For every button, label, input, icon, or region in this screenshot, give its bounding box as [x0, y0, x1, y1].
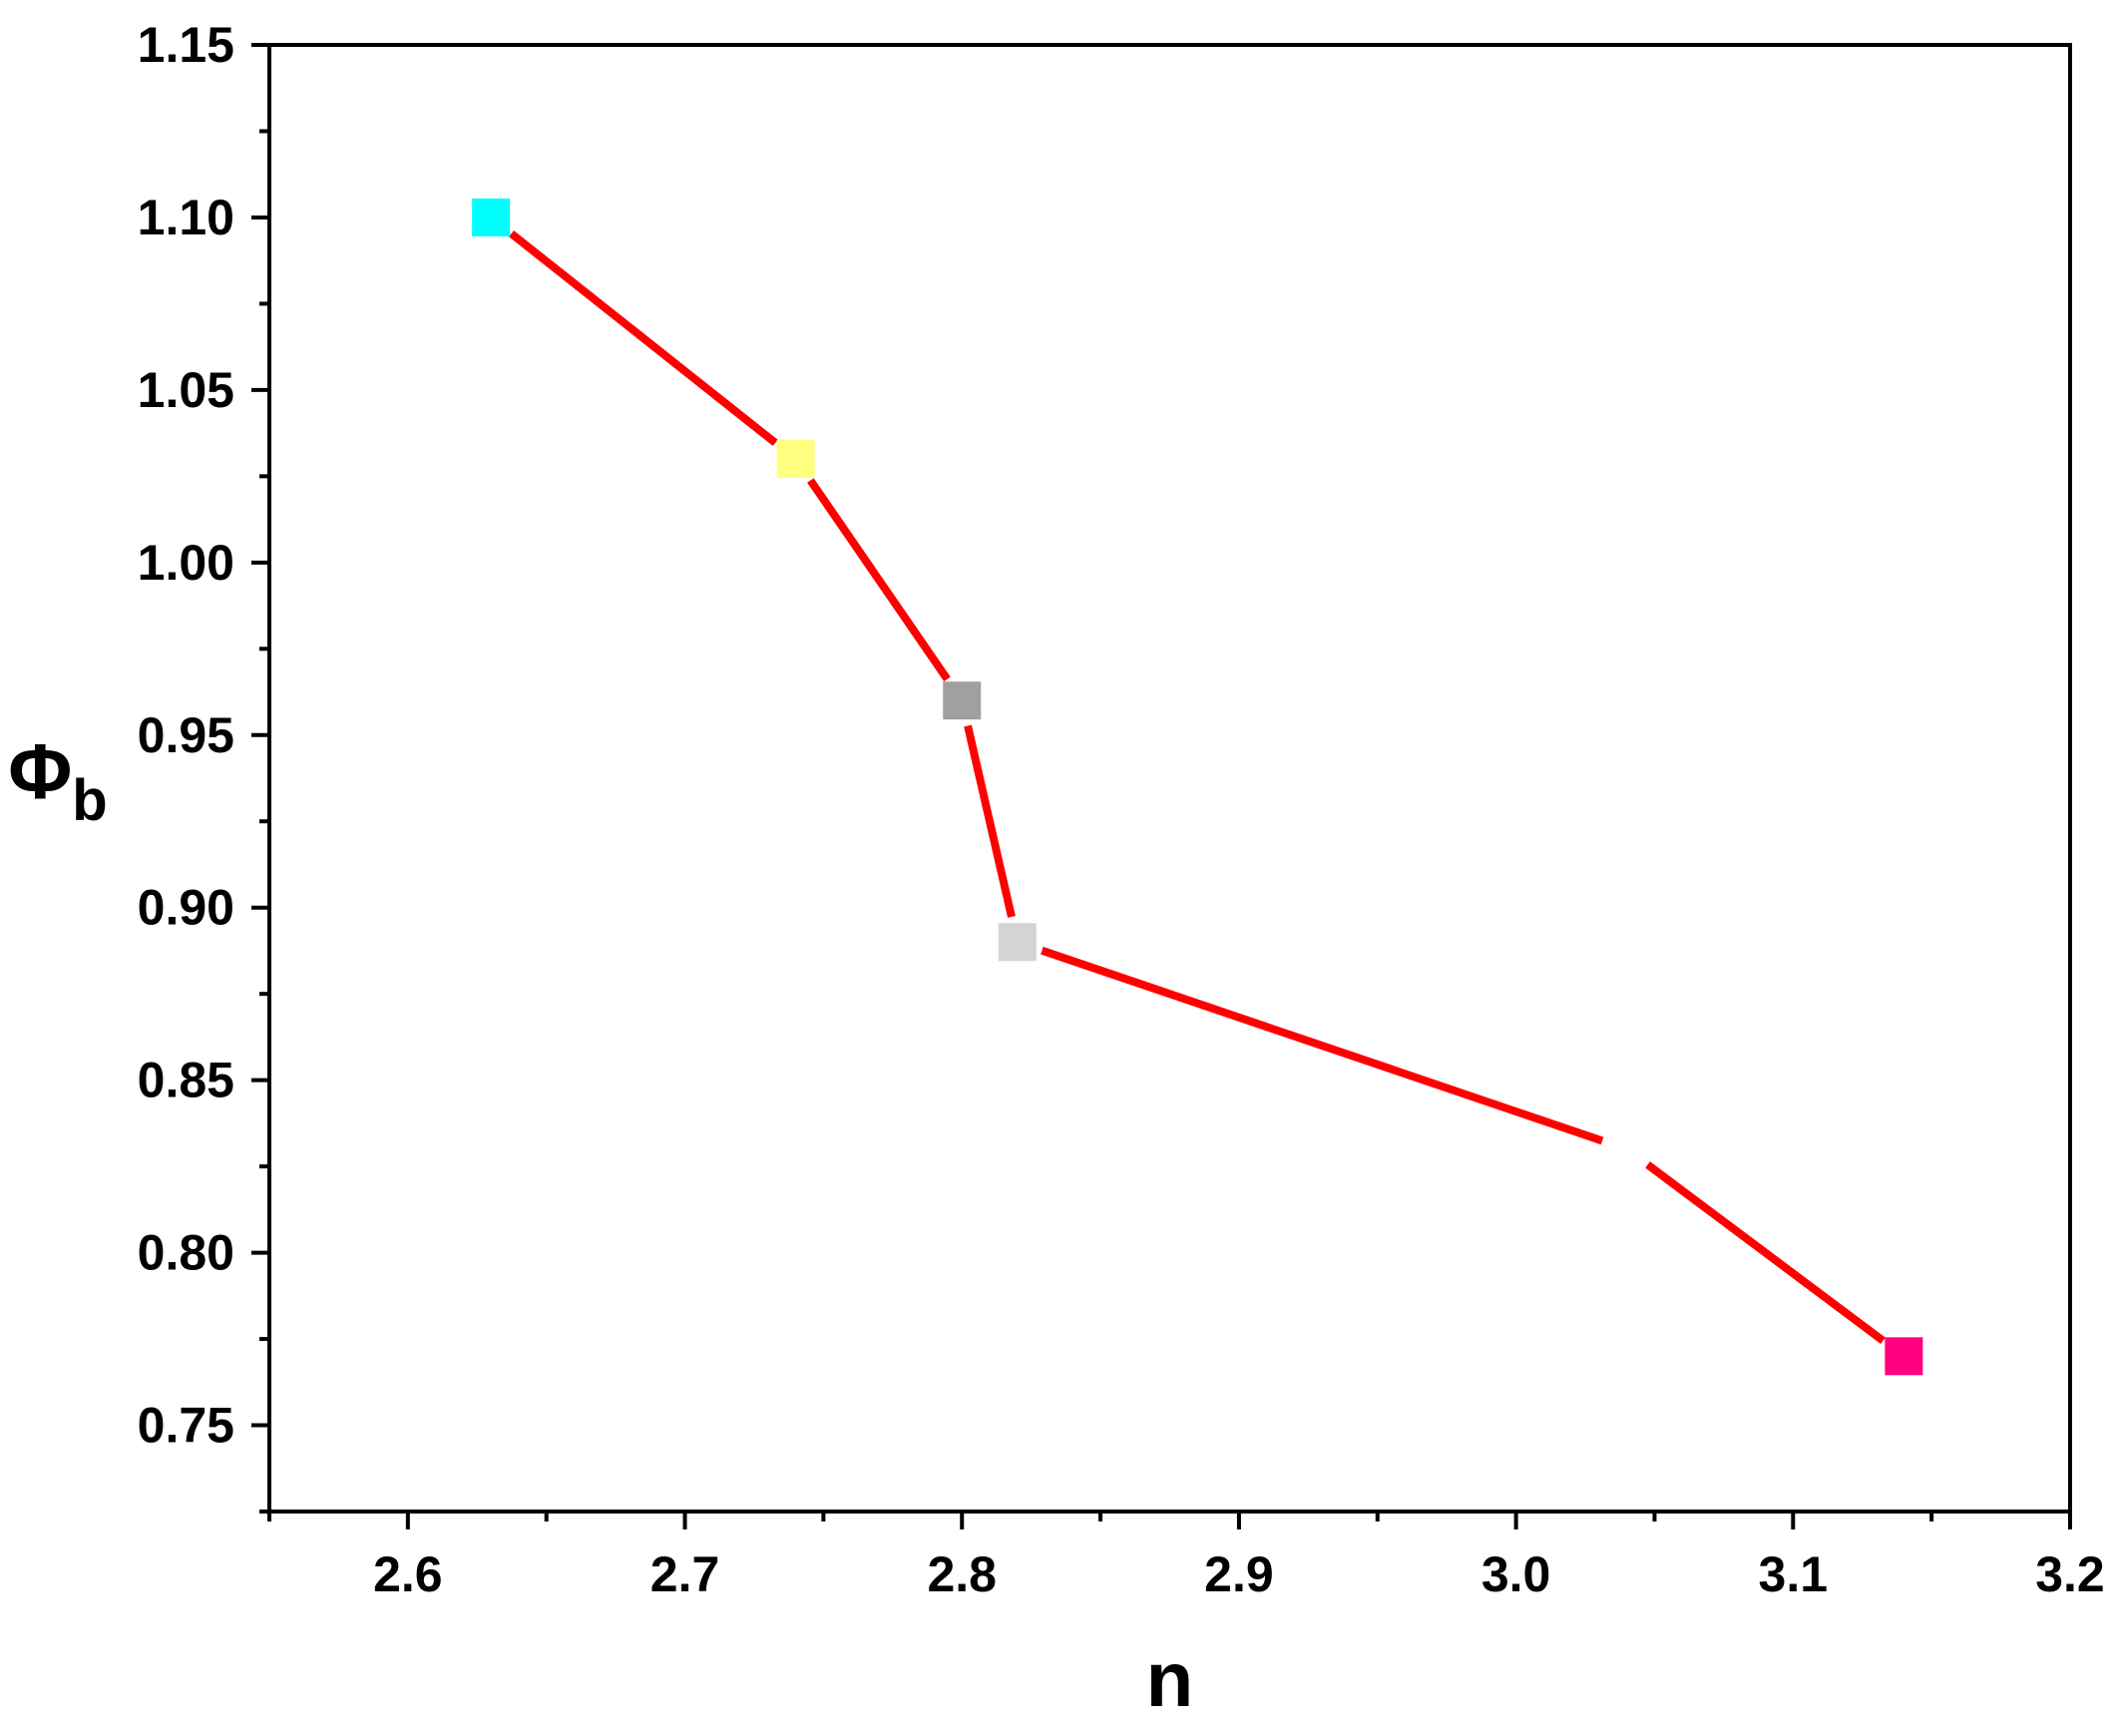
x-tick-label: 2.9	[1204, 1546, 1274, 1602]
y-tick-label: 0.75	[138, 1398, 234, 1454]
series-line-segment	[1645, 1161, 1886, 1344]
y-axis-title-subscript: b	[72, 768, 107, 833]
y-axis-title: Φb	[8, 727, 107, 833]
plot-frame	[267, 43, 2072, 1514]
data-point	[998, 923, 1037, 962]
x-tick-label: 3.2	[2035, 1546, 2105, 1602]
data-point	[472, 198, 511, 236]
x-axis-title: n	[1146, 1635, 1194, 1723]
series-line	[509, 229, 1886, 1344]
y-tick-label: 0.90	[138, 880, 234, 936]
x-tick-label: 2.6	[373, 1546, 443, 1602]
series-line-segment	[964, 724, 1016, 918]
data-point	[1885, 1337, 1923, 1376]
x-tick-label: 3.1	[1759, 1546, 1829, 1602]
series-line-segment	[807, 478, 951, 682]
y-tick-label: 1.00	[138, 535, 234, 591]
y-tick-label: 0.95	[138, 707, 234, 763]
data-point	[943, 681, 982, 720]
x-tick-label: 3.0	[1481, 1546, 1551, 1602]
ticks: 2.6 2.7 2.8 2.9 3.0 3.1 3.2 0.75 0.80 0.85 0.90 0.9…	[138, 17, 2105, 1602]
x-tick-label: 2.7	[650, 1546, 720, 1602]
y-axis-title-main: Φ	[8, 727, 72, 815]
series-points	[472, 198, 1923, 1376]
series-line-segment	[509, 229, 778, 447]
y-tick-label: 0.85	[138, 1053, 234, 1108]
series-line-segment	[1041, 946, 1604, 1145]
y-tick-label: 1.10	[138, 190, 234, 245]
x-tick-label: 2.8	[927, 1546, 997, 1602]
axes	[267, 43, 2072, 1514]
y-tick-label: 1.05	[138, 362, 234, 418]
y-tick-label: 1.15	[138, 17, 234, 73]
data-point	[1607, 1129, 1646, 1168]
data-point	[776, 440, 815, 479]
y-tick-label: 0.80	[138, 1225, 234, 1281]
